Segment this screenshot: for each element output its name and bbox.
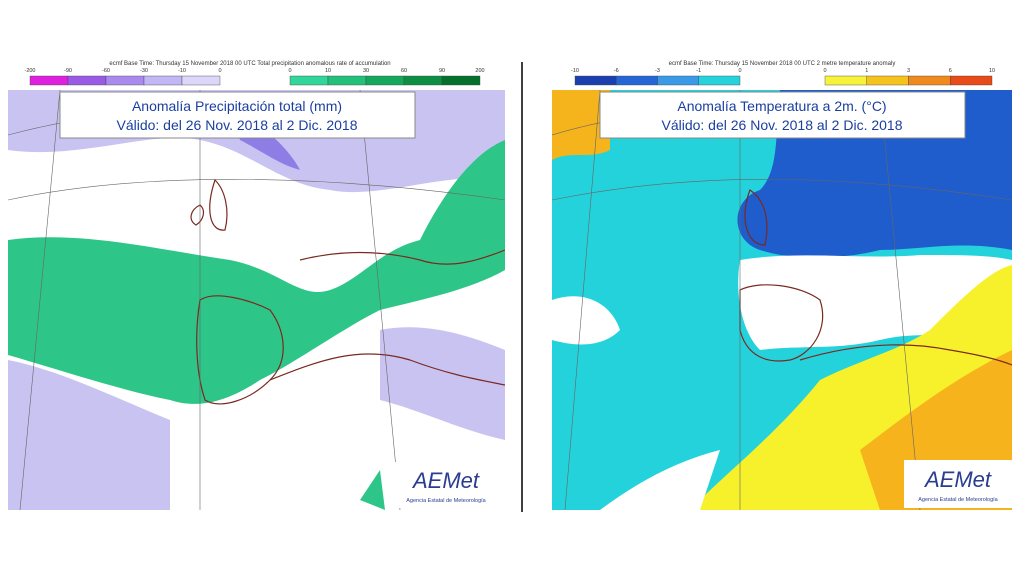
legend-swatch [289, 75, 329, 86]
legend-swatch [181, 75, 221, 86]
precipitation-map [8, 90, 505, 510]
legend-label: 1 [865, 68, 868, 74]
legend-label: 0 [218, 68, 221, 74]
logo: AEMet Agencia Estatal de Meteorología [390, 462, 502, 508]
legend-label: 0 [288, 68, 291, 74]
legend-swatch [698, 75, 741, 86]
legend-swatch [29, 75, 69, 86]
legend-swatch [657, 75, 699, 86]
map-title: Anomalía Precipitación total (mm) [132, 98, 342, 114]
legend-swatch [824, 75, 867, 86]
legend-swatch [908, 75, 951, 86]
legend-label: -10 [571, 68, 579, 74]
legend-swatch [574, 75, 617, 86]
legend-swatch [403, 75, 443, 86]
legend-label: -3 [655, 68, 660, 74]
legend-label: -90 [64, 68, 72, 74]
map-subtitle: Válido: del 26 Nov. 2018 al 2 Dic. 2018 [661, 117, 902, 133]
logo-caption: Agencia Estatal de Meteorología [406, 498, 486, 504]
map-header: ecmf Base Time: Thursday 15 November 201… [669, 61, 896, 67]
legend-label: 6 [949, 68, 952, 74]
legend-label: 60 [401, 68, 407, 74]
logo-text: AEMet [411, 468, 480, 493]
legend-swatch [327, 75, 367, 86]
title-box: Anomalía Temperatura a 2m. (°C) Válido: … [599, 91, 966, 139]
legend-label: 0 [823, 68, 826, 74]
legend-swatch [143, 75, 183, 86]
legend-label: 90 [439, 68, 445, 74]
legend-label: 200 [475, 68, 484, 74]
legend-swatch [441, 75, 481, 86]
legend-label: -6 [614, 68, 619, 74]
legend-swatch [616, 75, 658, 86]
legend-label: -30 [140, 68, 148, 74]
legend-label: -1 [696, 68, 701, 74]
legend-label: -60 [102, 68, 110, 74]
temperature-map [552, 90, 1012, 510]
title-box: Anomalía Precipitación total (mm) Válido… [59, 91, 416, 139]
legend-swatch [67, 75, 107, 86]
legend-label: -10 [178, 68, 186, 74]
legend-label: 3 [907, 68, 910, 74]
logo-text: AEMet [923, 467, 992, 492]
logo-caption: Agencia Estatal de Meteorología [918, 497, 998, 503]
legend-label: -200 [24, 68, 35, 74]
legend-label: 10 [325, 68, 331, 74]
logo: AEMet Agencia Estatal de Meteorología [904, 460, 1012, 508]
legend-swatch [105, 75, 145, 86]
map-subtitle: Válido: del 26 Nov. 2018 al 2 Dic. 2018 [116, 117, 357, 133]
legend-label: 10 [989, 68, 995, 74]
map-header: ecmf Base Time: Thursday 15 November 201… [109, 61, 390, 67]
legend-swatch [866, 75, 909, 86]
legend-swatch [365, 75, 405, 86]
legend-label: 30 [363, 68, 369, 74]
legend-swatch [950, 75, 993, 86]
map-title: Anomalía Temperatura a 2m. (°C) [677, 98, 886, 114]
legend-label: 0 [738, 68, 741, 74]
